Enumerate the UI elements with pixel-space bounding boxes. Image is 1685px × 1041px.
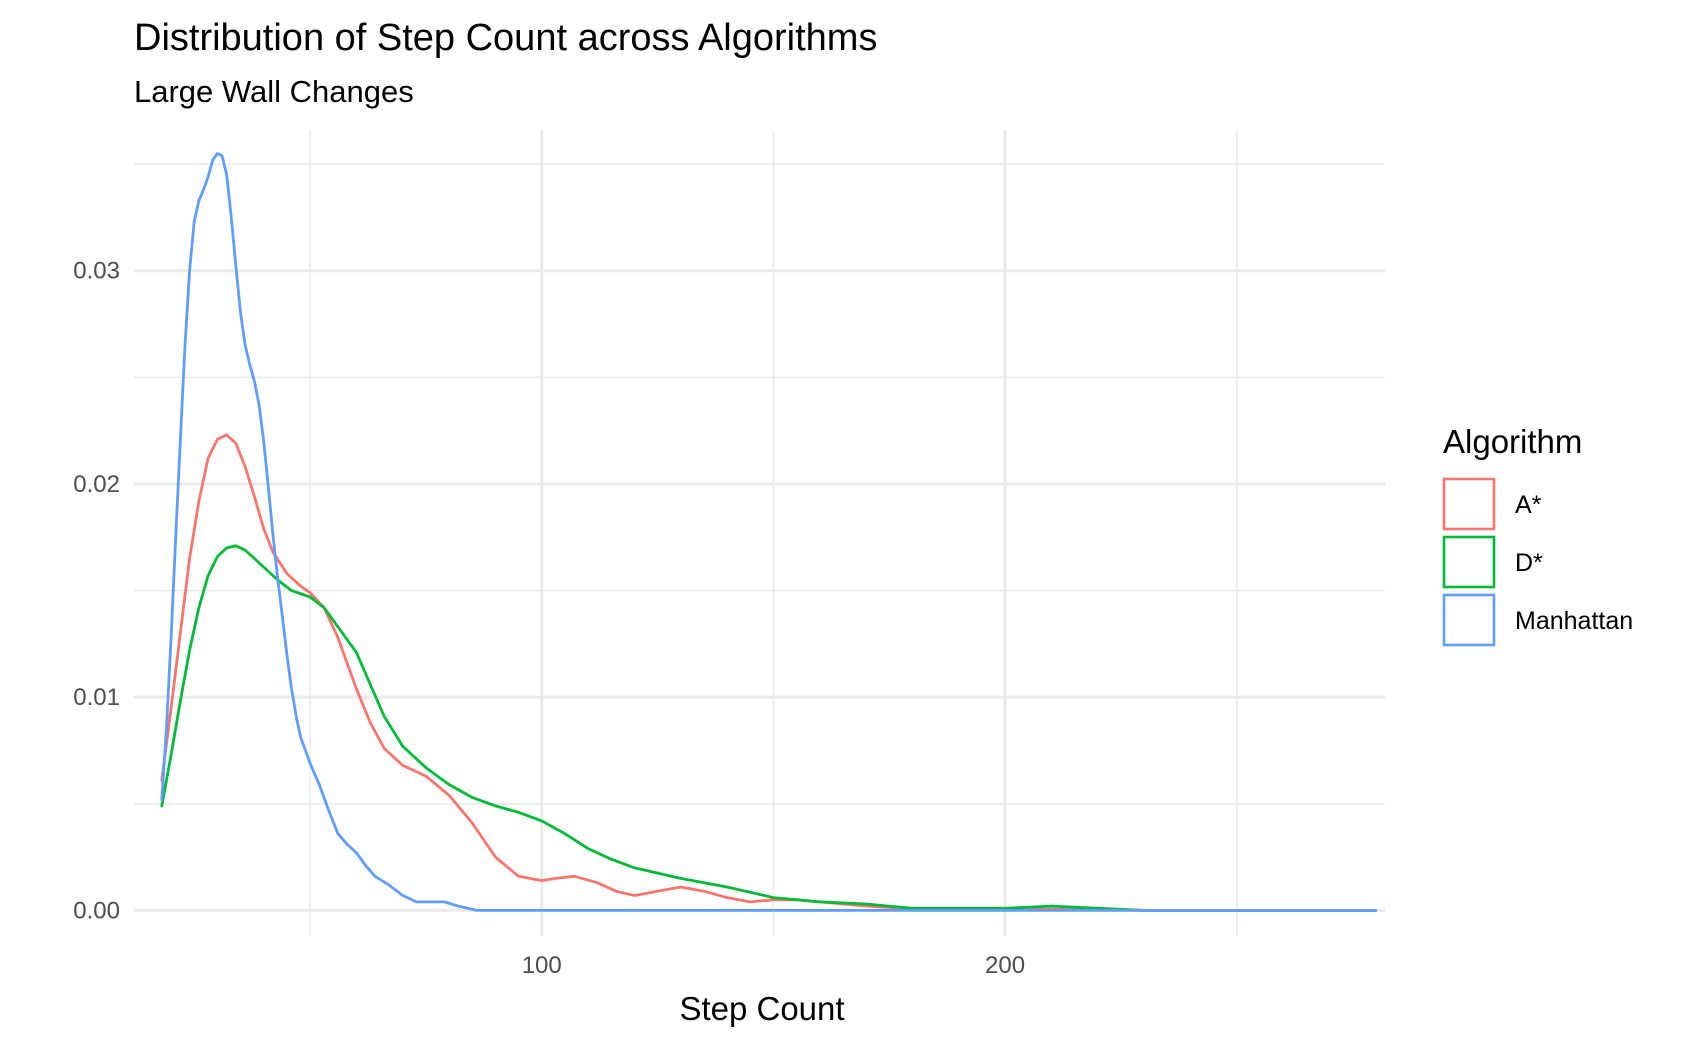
legend: Algorithm A* D* Manhattan xyxy=(1442,423,1633,647)
legend-label: A* xyxy=(1515,491,1542,519)
y-tick-label: 0.01 xyxy=(73,684,120,711)
legend-label: Manhattan xyxy=(1515,607,1633,635)
legend-items: A* D* Manhattan xyxy=(1442,477,1633,647)
chart-subtitle: Large Wall Changes xyxy=(134,74,414,109)
axis-ticks: 0.00 0.01 0.02 0.03 100 200 xyxy=(73,258,1025,979)
x-axis-title: Step Count xyxy=(679,990,844,1027)
legend-key xyxy=(1442,593,1496,647)
legend-label: D* xyxy=(1515,549,1543,577)
legend-key xyxy=(1442,477,1496,531)
series-line-manhattan xyxy=(160,152,1378,912)
x-tick-label: 200 xyxy=(985,952,1025,979)
chart-title: Distribution of Step Count across Algori… xyxy=(134,17,877,59)
x-tick-label: 100 xyxy=(522,952,562,979)
legend-key xyxy=(1442,535,1496,589)
grid xyxy=(134,130,1385,936)
series-lines xyxy=(160,152,1378,912)
series-line-d xyxy=(160,544,1378,912)
y-tick-label: 0.00 xyxy=(73,897,120,924)
y-tick-label: 0.02 xyxy=(73,471,120,498)
legend-title: Algorithm xyxy=(1443,423,1582,460)
y-tick-label: 0.03 xyxy=(73,258,120,285)
